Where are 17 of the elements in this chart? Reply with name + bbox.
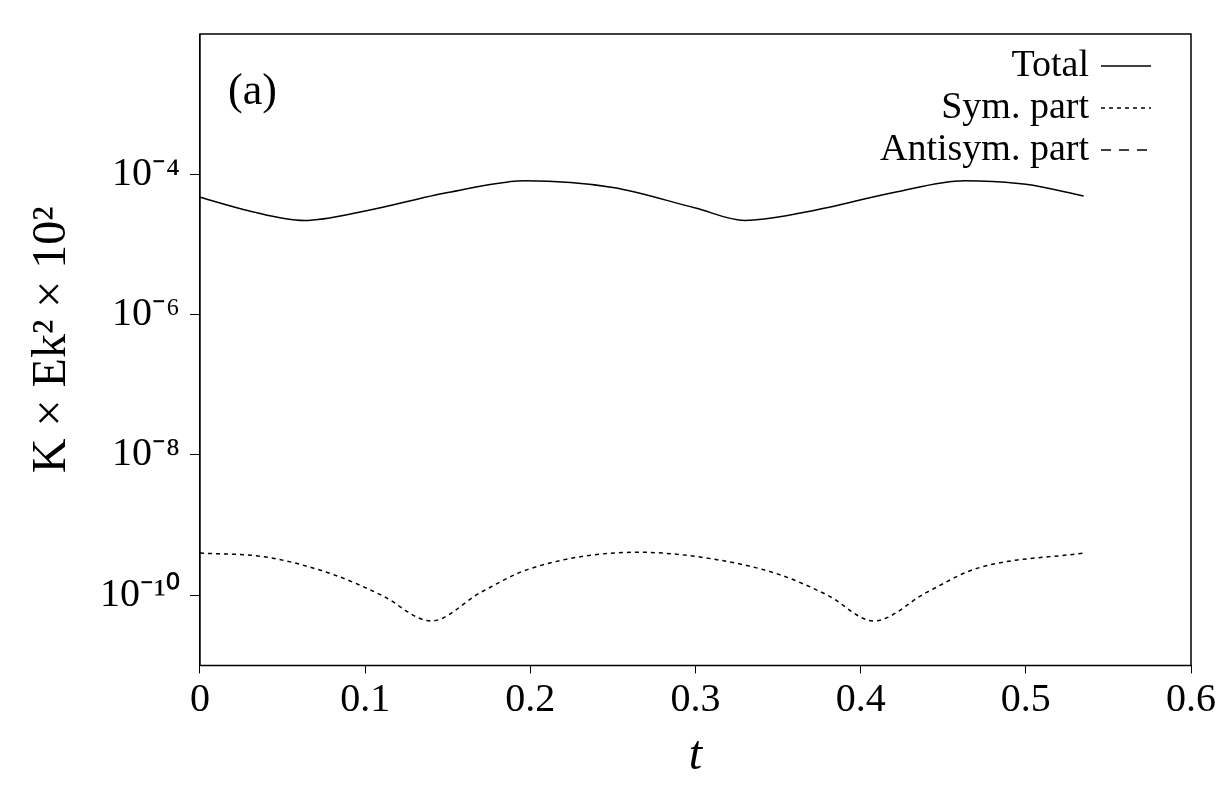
x-tick-label: 0.1 bbox=[340, 674, 391, 720]
y-tick-label: 10⁻⁸ bbox=[112, 429, 180, 475]
x-tick-label: 0 bbox=[189, 674, 210, 720]
x-tick-label: 0.5 bbox=[1000, 674, 1051, 720]
y-axis-title: K × Ek² × 10² bbox=[21, 206, 75, 474]
x-tick-label: 0.6 bbox=[1166, 674, 1216, 720]
x-axis-title: t bbox=[688, 725, 704, 779]
annotation: (a) bbox=[227, 64, 277, 114]
legend-label: Sym. part bbox=[941, 83, 1090, 126]
y-tick-label: 10⁻⁶ bbox=[112, 289, 180, 335]
y-tick-label: 10⁻⁴ bbox=[112, 148, 180, 194]
y-tick-label: 10⁻¹⁰ bbox=[99, 569, 180, 615]
legend-label: Total bbox=[1011, 41, 1089, 84]
x-tick-label: 0.3 bbox=[670, 674, 721, 720]
x-tick-label: 0.2 bbox=[505, 674, 556, 720]
x-tick-label: 0.4 bbox=[835, 674, 886, 720]
legend-label: Antisym. part bbox=[880, 125, 1090, 168]
